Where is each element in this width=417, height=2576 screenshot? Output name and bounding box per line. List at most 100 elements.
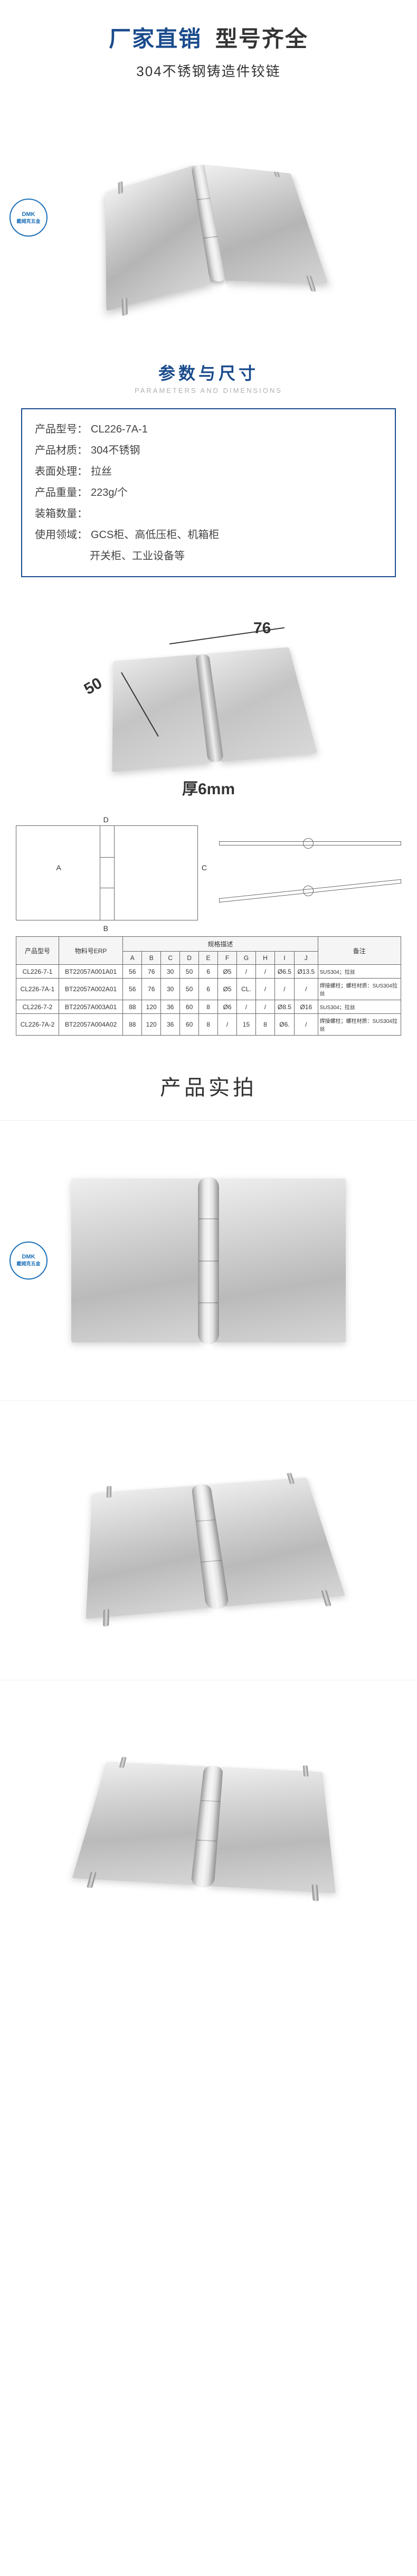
- td-dim: 6: [199, 979, 218, 1000]
- logo-text-cn: 戴姆克五金: [16, 1260, 40, 1267]
- td-dim: Ø13.5: [294, 965, 318, 979]
- spec-row-surface: 表面处理： 拉丝: [35, 461, 382, 482]
- gallery-image-persp1: [0, 1400, 417, 1680]
- params-title-en: PARAMETERS AND DIMENSIONS: [0, 387, 417, 394]
- td-dim: 56: [123, 979, 142, 1000]
- td-dim: 120: [142, 1014, 161, 1036]
- spec-label: 装箱数量：: [35, 503, 88, 524]
- th-dim: H: [255, 952, 274, 965]
- logo-text-cn: 戴姆克五金: [16, 218, 40, 224]
- barrel-seg: [197, 1839, 216, 1841]
- spec-row-usage: 使用领域： GCS柜、高低压柜、机箱柜: [35, 524, 382, 546]
- table-row: CL226-7-1BT22057A001A01567630506Ø5//Ø6.5…: [16, 965, 401, 979]
- spec-label: 表面处理：: [35, 461, 88, 482]
- td-dim: 76: [142, 965, 161, 979]
- tech-side-views: [219, 825, 401, 920]
- flat-leaf: [71, 1179, 203, 1342]
- td-dim: /: [236, 965, 255, 979]
- params-title: 参数与尺寸: [0, 360, 417, 384]
- spec-label: 产品重量：: [35, 482, 88, 503]
- th-dim: F: [218, 952, 237, 965]
- spec-table-body: CL226-7-1BT22057A001A01567630506Ø5//Ø6.5…: [16, 965, 401, 1036]
- logo-text-en: DMK: [22, 1254, 35, 1260]
- td-dim: /: [218, 1014, 237, 1036]
- td-dim: Ø6.: [274, 1014, 294, 1036]
- stud-icon: [287, 1472, 295, 1484]
- spec-value: 拉丝: [91, 461, 112, 482]
- spec-row-weight: 产品重量： 223g/个: [35, 482, 382, 503]
- th-erp: 物料号ERP: [59, 937, 122, 965]
- th-group: 规格描述: [123, 937, 318, 952]
- spec-value: 223g/个: [91, 482, 128, 503]
- td-erp: BT22057A001A01: [59, 965, 122, 979]
- dim-letter: A: [56, 863, 61, 872]
- spec-label: 产品材质：: [35, 440, 88, 461]
- td-remark: SUS304；拉丝: [318, 1000, 401, 1014]
- td-dim: /: [294, 979, 318, 1000]
- hinge-barrel: [191, 164, 230, 283]
- persp-leaf: [72, 1762, 209, 1885]
- stud-icon: [107, 1486, 112, 1498]
- header-subtitle: 304不锈钢铸造件铰链: [11, 61, 406, 80]
- title-part2: 型号齐全: [215, 26, 308, 51]
- barrel-seg: [199, 1261, 218, 1262]
- th-dim: E: [199, 952, 218, 965]
- td-dim: 88: [123, 1014, 142, 1036]
- td-remark: 焊接螺柱；螺柱材质：SUS304拉丝: [318, 1014, 401, 1036]
- spec-table: 产品型号 物料号ERP 规格描述 备注 ABCDEFGHIJ CL226-7-1…: [16, 936, 401, 1036]
- persp-leaf: [86, 1486, 212, 1619]
- stud-icon: [306, 275, 316, 292]
- stud-icon: [103, 1609, 109, 1627]
- hinge-render: [96, 155, 338, 296]
- td-model: CL226-7A-1: [16, 979, 59, 1000]
- dim-leaf: [112, 654, 211, 772]
- dim-leaf: [206, 647, 317, 762]
- persp-hinge-render: [82, 1477, 349, 1619]
- tech-side-view-2: [219, 873, 401, 905]
- td-dim: /: [294, 1014, 318, 1036]
- td-dim: /: [255, 1000, 274, 1014]
- spec-row-usage2: 开关柜、工业设备等: [35, 546, 382, 567]
- th-dim: D: [180, 952, 199, 965]
- table-row: CL226-7A-2BT22057A004A028812036608/158Ø6…: [16, 1014, 401, 1036]
- spec-row-model: 产品型号： CL226-7A-1: [35, 419, 382, 440]
- stud-icon: [119, 1756, 127, 1768]
- spec-row-material: 产品材质： 304不锈钢: [35, 440, 382, 461]
- persp-leaf: [206, 1478, 345, 1606]
- dim-label-width: 76: [253, 619, 271, 637]
- td-dim: 8: [199, 1014, 218, 1036]
- flat-barrel: [198, 1177, 219, 1345]
- spec-label: 使用领域：: [35, 524, 88, 546]
- barrel-seg: [199, 1302, 218, 1303]
- th-dim: C: [161, 952, 180, 965]
- spec-value: CL226-7A-1: [91, 419, 148, 440]
- spec-label: 产品型号：: [35, 419, 88, 440]
- td-dim: 8: [199, 1000, 218, 1014]
- barrel-seg: [202, 1560, 221, 1563]
- td-dim: Ø6.5: [274, 965, 294, 979]
- td-dim: 120: [142, 1000, 161, 1014]
- td-dim: 30: [161, 979, 180, 1000]
- th-dim: A: [123, 952, 142, 965]
- header-title: 厂家直销 型号齐全: [11, 21, 406, 53]
- hero-product-image: DMK 戴姆克五金: [0, 91, 417, 344]
- barrel-seg: [201, 1800, 220, 1801]
- td-dim: 30: [161, 965, 180, 979]
- td-dim: 60: [180, 1000, 199, 1014]
- th-model: 产品型号: [16, 937, 59, 965]
- td-dim: /: [255, 979, 274, 1000]
- dim-label-thickness: 厚6mm: [182, 776, 235, 799]
- tech-seg-line: [100, 857, 115, 858]
- td-dim: 76: [142, 979, 161, 1000]
- stud-icon: [272, 166, 280, 177]
- stud-icon: [321, 1590, 331, 1606]
- dim-label-depth: 50: [81, 674, 106, 699]
- td-model: CL226-7-1: [16, 965, 59, 979]
- spec-value: 开关柜、工业设备等: [90, 546, 185, 567]
- flat-hinge-render: [71, 1179, 346, 1342]
- brand-logo: DMK 戴姆克五金: [10, 199, 48, 237]
- table-row: 产品型号 物料号ERP 规格描述 备注: [16, 937, 401, 952]
- td-dim: 36: [161, 1000, 180, 1014]
- persp-hinge-render: [70, 1762, 339, 1893]
- td-dim: /: [255, 965, 274, 979]
